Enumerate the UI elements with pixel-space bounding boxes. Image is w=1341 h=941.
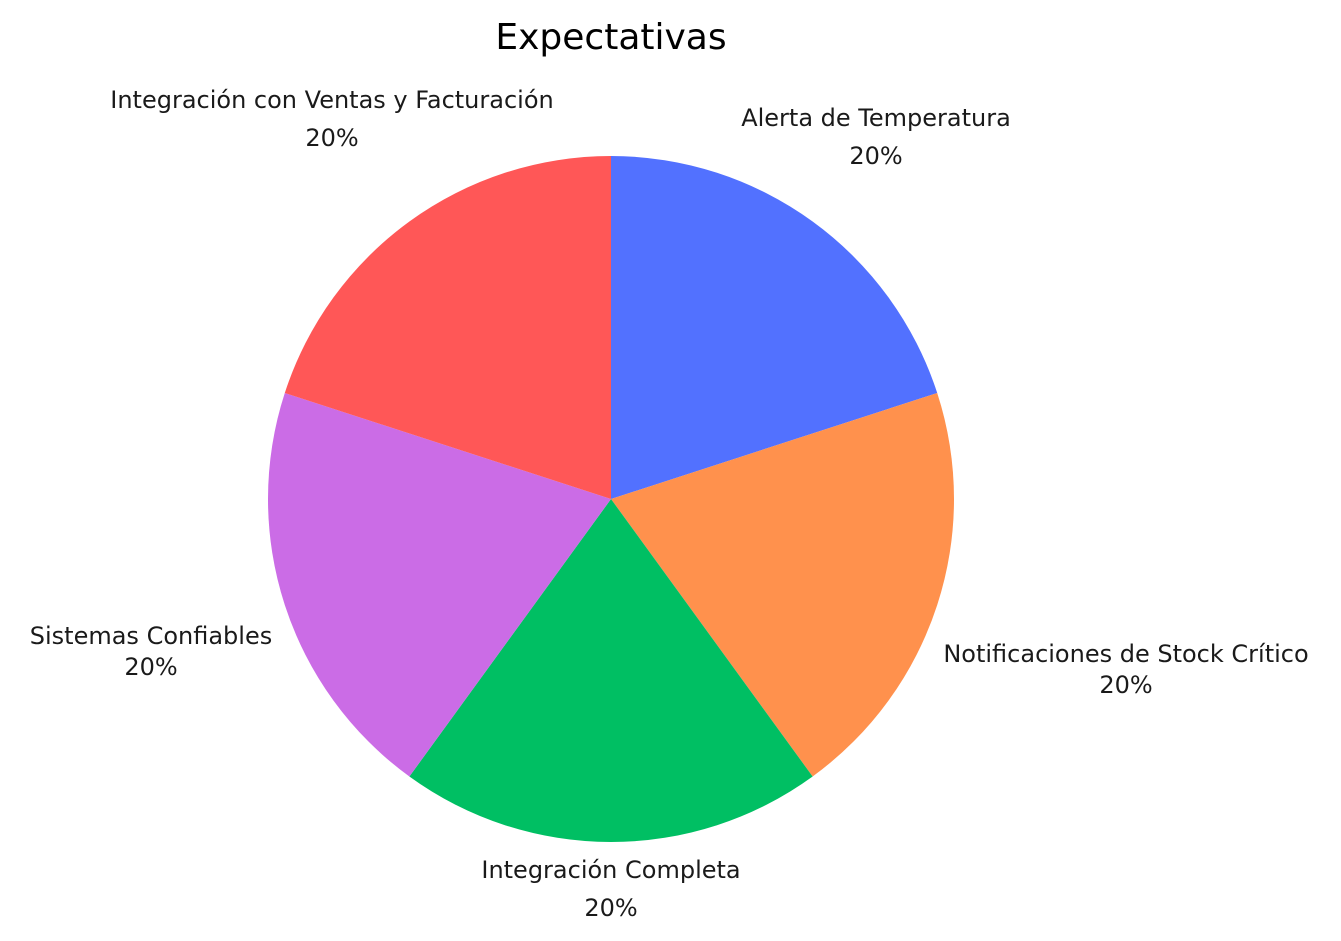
pie-slice-2[interactable]: [611, 393, 955, 777]
labels-group: Alerta de Temperatura 20% Notificaciones d…: [30, 86, 1309, 922]
slice-percent-2: 20%: [1099, 671, 1152, 699]
slice-label-5: Integración con Ventas y Facturación: [110, 86, 553, 114]
slice-percent-1: 20%: [849, 142, 902, 170]
slice-label-2: Notificaciones de Stock Crítico: [943, 640, 1308, 668]
slice-percent-5: 20%: [305, 124, 358, 152]
chart-title: Expectativas: [495, 17, 726, 58]
slice-label-3: Integración Completa: [481, 856, 740, 884]
slice-label-4: Sistemas Confiables: [30, 622, 272, 650]
pie-slice-3[interactable]: [409, 499, 813, 843]
pie-slice-1[interactable]: [611, 156, 938, 499]
slice-percent-3: 20%: [584, 894, 637, 922]
slice-percent-4: 20%: [124, 653, 177, 681]
pie-slice-5[interactable]: [284, 156, 611, 499]
slice-label-1: Alerta de Temperatura: [741, 104, 1011, 132]
slices-group: [268, 156, 955, 843]
pie-slice-4[interactable]: [268, 393, 611, 777]
